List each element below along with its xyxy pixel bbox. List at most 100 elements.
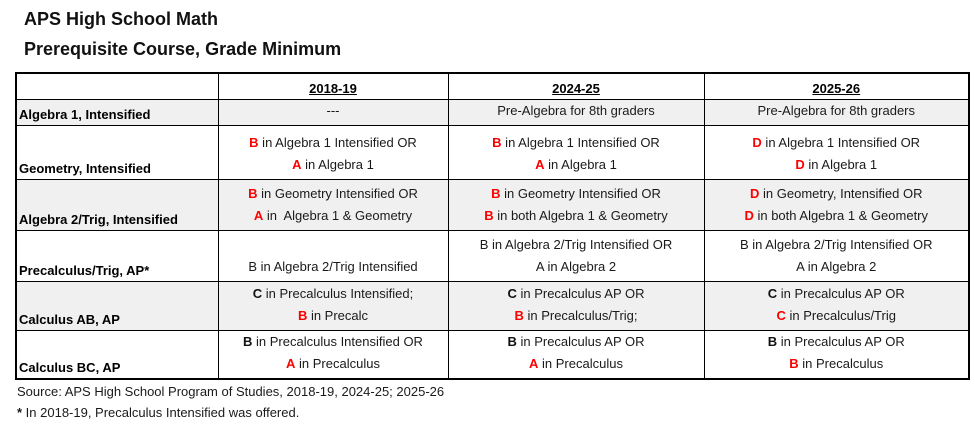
cell-line: D in both Algebra 1 & Geometry [707,205,967,227]
grade-letter: A [253,207,264,223]
prerequisite-cell: Pre-Algebra for 8th graders [447,98,705,126]
cell-line: D in Algebra 1 Intensified OR [707,132,967,154]
grade-letter: C [252,285,263,301]
cell-line: C in Precalculus AP OR [451,283,702,305]
prerequisite-cell: Pre-Algebra for 8th graders [703,98,970,126]
grade-letter: C [776,307,786,323]
course-table-body: Algebra 1, Intensified --- Pre-Algebra for… [15,98,970,379]
cell-line: B in Algebra 2/Trig Intensified [221,256,446,278]
cell-line: B in Precalculus Intensified OR [221,331,446,353]
text-segment: in Precalculus [798,355,884,371]
text-segment: in both Algebra 1 & Geometry [753,207,929,223]
text-segment: in Geometry, Intensified OR [759,185,923,201]
prerequisite-cell: B in Algebra 1 Intensified OR A in Algebr… [217,124,449,180]
text-segment: in Precalculus AP OR [777,333,905,349]
grade-letter: C [767,285,778,301]
text-segment: in Precalculus AP OR [777,285,905,301]
text-segment: A in Algebra 2 [796,258,877,274]
grade-letter: B [492,134,502,150]
grade-letter: B [297,307,308,323]
text-segment: in Precalculus [538,355,623,371]
text-segment: in both Algebra 1 & Geometry [493,207,668,223]
text-segment: in Precalculus AP OR [516,333,645,349]
cell-line: A in Algebra 1 [451,154,702,176]
grade-letter: C [507,285,517,301]
grade-letter: B [507,333,517,349]
page-subtitle: Prerequisite Course, Grade Minimum [24,39,342,59]
grade-letter: A [286,355,296,371]
course-row-label: Calculus BC, AP [15,329,219,379]
cell-line: A in Precalculus [221,353,446,375]
prerequisite-cell: B in Algebra 2/Trig Intensified [217,229,449,282]
title-block: APS High School Math Prerequisite Course… [24,4,341,64]
cell-line: C in Precalculus/Trig [707,305,967,327]
cell-line: D in Algebra 1 [707,154,967,176]
cell-line: Pre-Algebra for 8th graders [451,100,702,122]
footnote-text: In 2018-19, Precalculus Intensified was … [22,405,300,420]
text-segment: in Algebra 1 Intensified OR [501,134,660,150]
text-segment: in Algebra 1 & Geometry [263,207,413,223]
text-segment: in Precalculus Intensified OR [252,333,423,349]
text-segment: B in Algebra 2/Trig Intensified OR [740,236,933,252]
page-title: APS High School Math [24,9,219,29]
column-header-2025-26: 2025-26 [703,72,970,100]
cell-line: B in Geometry Intensified OR [221,183,446,205]
grade-letter: B [248,185,258,201]
table-row: Calculus AB, AP C in Precalculus Intensif… [15,280,970,331]
prerequisite-cell: D in Geometry, Intensified OR D in both A… [703,178,970,231]
text-segment: B in Algebra 2/Trig Intensified OR [479,236,673,252]
footnote-marker: * [17,405,23,420]
prerequisite-table: 2018-19 2024-25 2025-26 Algebra 1, Inten… [15,72,970,380]
course-row-label: Calculus AB, AP [15,280,219,331]
grade-letter: B [243,333,253,349]
grade-letter: A [292,156,302,172]
header-label: 2018-19 [309,80,357,96]
table-row: Algebra 1, Intensified --- Pre-Algebra for… [15,98,970,126]
text-segment: in Algebra 1 [301,156,374,172]
cell-line: B in Algebra 1 Intensified OR [221,132,446,154]
cell-line: D in Geometry, Intensified OR [707,183,967,205]
cell-line: B in both Algebra 1 & Geometry [451,205,702,227]
cell-line: A in Algebra 1 & Geometry [221,205,446,227]
cell-line: A in Algebra 2 [451,256,702,278]
source-note: Source: APS High School Program of Studi… [17,384,445,399]
text-segment: --- [326,102,340,118]
cell-line: B in Algebra 1 Intensified OR [451,132,702,154]
cell-line: A in Precalculus [451,353,702,375]
prerequisite-cell: B in Precalculus AP OR B in Precalculus [703,329,970,379]
text-segment: in Precalculus AP OR [516,285,645,301]
header-label: 2024-25 [552,80,600,96]
grade-letter: A [529,355,539,371]
text-segment: in Algebra 1 Intensified OR [761,134,921,150]
cell-line: C in Precalculus Intensified; [221,283,446,305]
header-label: 2025-26 [812,80,861,96]
text-segment: B in Algebra 2/Trig Intensified [248,258,418,274]
cell-line: B in Precalculus AP OR [451,331,702,353]
prerequisite-cell: B in Algebra 1 Intensified OR A in Algebr… [447,124,705,180]
grade-letter: B [514,307,524,323]
cell-line: B in Algebra 2/Trig Intensified OR [451,234,702,256]
table-row: Precalculus/Trig, AP* B in Algebra 2/Trig… [15,229,970,282]
course-row-label: Precalculus/Trig, AP* [15,229,219,282]
prerequisite-cell: B in Algebra 2/Trig Intensified OR A in A… [447,229,705,282]
cell-line: B in Precalculus AP OR [707,331,967,353]
prerequisite-cell: C in Precalculus AP OR B in Precalculus/T… [447,280,705,331]
text-segment: in Precalculus/Trig [785,307,896,323]
grade-letter: B [767,333,778,349]
grade-letter: A [535,156,545,172]
text-segment: in Precalculus Intensified; [262,285,414,301]
prerequisite-cell: B in Geometry Intensified OR A in Algebra… [217,178,449,231]
cell-line: B in Algebra 2/Trig Intensified OR [707,234,967,256]
text-segment: in Algebra 1 Intensified OR [258,134,417,150]
grade-letter: B [789,355,799,371]
text-segment: in Geometry Intensified OR [257,185,418,201]
footnote: * In 2018-19, Precalculus Intensified wa… [17,402,444,423]
cell-line: B in Precalculus/Trig; [451,305,702,327]
prerequisite-cell: D in Algebra 1 Intensified OR D in Algebr… [703,124,970,180]
cell-line: C in Precalculus AP OR [707,283,967,305]
text-segment: in Geometry Intensified OR [500,185,661,201]
cell-line: B in Precalculus [707,353,967,375]
grade-letter: D [744,207,754,223]
cell-line: --- [221,100,446,122]
header-row: 2018-19 2024-25 2025-26 [15,72,970,100]
